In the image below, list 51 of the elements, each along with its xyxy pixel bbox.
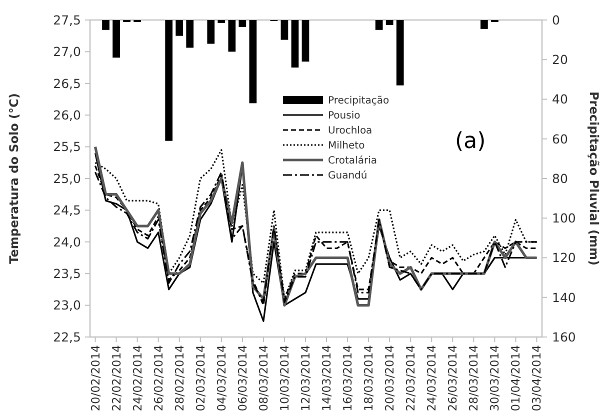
- y-tick-label: 24,5: [53, 202, 81, 218]
- legend-label: Precipitação: [328, 96, 390, 106]
- y2-tick-label: 40: [552, 92, 568, 107]
- y-tick-label: 23,0: [53, 298, 82, 313]
- x-tick-label: 06/03/2014: [235, 345, 250, 412]
- y-tick-label: 27,5: [53, 12, 81, 28]
- legend-label: Guandú: [328, 170, 368, 182]
- x-tick-label: 28/02/2014: [172, 345, 186, 412]
- x-tick-label: 22/03/2014: [404, 345, 418, 412]
- x-tick-label: 20/02/2014: [88, 345, 102, 412]
- x-tick-label: 10/03/2014: [277, 345, 292, 412]
- x-tick-label: 14/03/2014: [320, 345, 334, 412]
- x-tick-label: 26/02/2014: [151, 345, 166, 412]
- x-tick-label: 16/03/2014: [340, 345, 355, 412]
- y-tick-label: 26,5: [53, 76, 81, 91]
- y-tick-label: 27,0: [53, 44, 82, 60]
- y-tick-label: 23,5: [53, 266, 81, 281]
- y2-axis-title: Precipitação Pluvial (mm): [587, 92, 601, 266]
- x-tick-label: 08/03/2014: [256, 345, 270, 412]
- x-tick-label: 22/02/2014: [109, 345, 124, 412]
- x-tick-label: 24/02/2014: [130, 345, 144, 412]
- y2-tick-label: 160: [552, 329, 576, 344]
- x-tick-label: 18/03/2014: [362, 345, 376, 412]
- y2-tick-label: 0: [552, 12, 560, 28]
- x-tick-label: 20/03/2014: [382, 345, 397, 412]
- legend-label: Urochloa: [328, 126, 372, 136]
- x-tick-label: 04/03/2014: [214, 345, 228, 412]
- legend-label: Milheto: [328, 140, 365, 152]
- legend-label: Pousio: [328, 110, 360, 122]
- x-tick-label: 03/04/2014: [530, 345, 544, 412]
- x-tick-label: 24/03/2014: [424, 345, 439, 412]
- y2-tick-label: 80: [552, 170, 568, 186]
- x-tick-label: 01/04/2014: [508, 345, 523, 412]
- legend-label: Crotalária: [328, 156, 377, 166]
- y-tick-label: 25,0: [53, 170, 82, 186]
- y2-tick-label: 120: [552, 250, 576, 266]
- y-tick-label: 25,5: [53, 139, 81, 154]
- annotation: (a): [455, 129, 486, 154]
- y2-tick-label: 140: [552, 290, 576, 305]
- x-tick-label: 02/03/2014: [193, 345, 208, 412]
- x-tick-label: 28/03/2014: [466, 345, 481, 412]
- y-tick-label: 26,0: [53, 107, 82, 122]
- y2-tick-label: 100: [552, 210, 576, 226]
- y-axis-title: Temperatura do Solo (°C): [7, 93, 21, 264]
- y2-tick-label: 60: [552, 131, 568, 146]
- x-tick-label: 12/03/2014: [298, 345, 312, 412]
- y-tick-label: 24,0: [53, 234, 82, 250]
- y2-tick-label: 20: [552, 52, 568, 67]
- x-tick-label: 26/03/2014: [446, 345, 460, 412]
- y-tick-label: 22,5: [53, 329, 81, 344]
- x-tick-label: 30/03/2014: [488, 345, 502, 412]
